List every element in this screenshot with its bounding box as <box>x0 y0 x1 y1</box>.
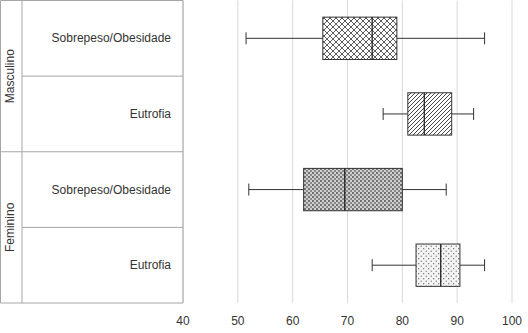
category-label: Sobrepeso/Obesidade <box>52 31 172 45</box>
box <box>416 244 460 286</box>
whisker-low <box>246 32 323 44</box>
tick-label: 40 <box>176 314 190 328</box>
tick-label: 60 <box>286 314 300 328</box>
box <box>408 93 452 135</box>
whisker-high <box>452 108 474 120</box>
category-label: Eutrofia <box>130 107 172 121</box>
tick-label: 70 <box>341 314 355 328</box>
page: {"chart_data": { "type": "boxplot", "ori… <box>0 0 528 333</box>
chart: 40 50 60 70 80 90 100 Masculino Sobrepeso/Obesid… <box>0 0 528 333</box>
tick-label: 90 <box>450 314 464 328</box>
box-plot <box>383 93 473 135</box>
table-border <box>1 151 184 152</box>
median <box>440 244 441 286</box>
box <box>304 168 403 210</box>
median <box>344 168 345 210</box>
table-border <box>22 227 183 228</box>
table-border <box>1 303 184 304</box>
whisker-low <box>249 184 304 196</box>
tick-label: 50 <box>231 314 245 328</box>
category-table: Masculino Sobrepeso/Obesidade Eutrofia Femi… <box>1 1 184 304</box>
median <box>372 17 373 59</box>
whisker-low <box>372 259 416 271</box>
whisker-high <box>402 184 446 196</box>
boxes <box>246 17 485 286</box>
grid-line <box>402 1 403 304</box>
table-border <box>22 76 183 77</box>
tick-label: 80 <box>396 314 410 328</box>
table-border <box>22 1 23 304</box>
box-plot <box>246 17 485 59</box>
box-plot <box>249 168 446 210</box>
group-label: Feminino <box>3 202 17 252</box>
median <box>424 93 425 135</box>
grid <box>183 1 512 304</box>
category-label: Sobrepeso/Obesidade <box>52 183 172 197</box>
table-border <box>1 0 184 1</box>
category-label: Eutrofia <box>130 258 172 272</box>
grid-line <box>292 1 293 304</box>
whisker-low <box>383 108 408 120</box>
tick-label: 100 <box>502 314 522 328</box>
group-label: Masculino <box>3 49 17 103</box>
grid-line <box>237 1 238 304</box>
whisker-high <box>460 259 485 271</box>
box-plot <box>372 244 484 286</box>
whisker-high <box>397 32 485 44</box>
box <box>323 17 397 59</box>
grid-line <box>512 1 513 304</box>
